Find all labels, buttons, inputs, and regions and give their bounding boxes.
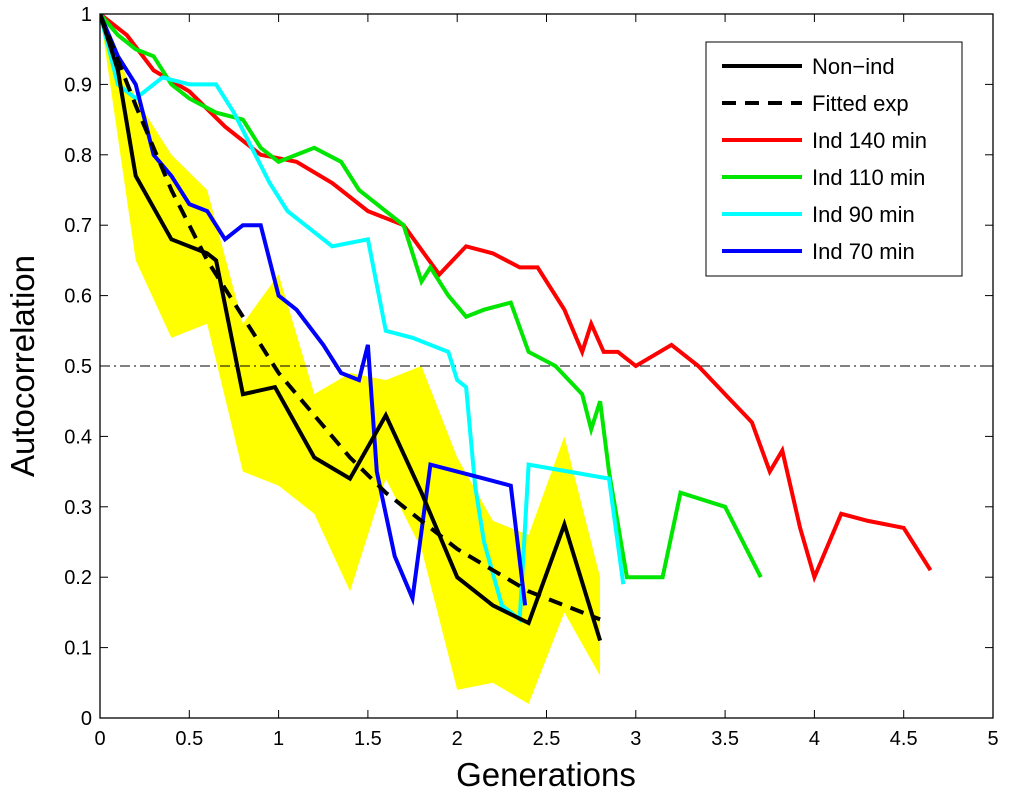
- y-tick-label: 0.3: [64, 497, 92, 519]
- x-tick-label: 4.5: [890, 728, 918, 750]
- x-tick-label: 0.5: [175, 728, 203, 750]
- x-tick-label: 5: [987, 728, 998, 750]
- y-tick-label: 0.1: [64, 638, 92, 660]
- y-tick-label: 1: [81, 4, 92, 26]
- y-tick-label: 0: [81, 708, 92, 730]
- x-tick-label: 2.5: [533, 728, 561, 750]
- y-axis-label: Autocorrelation: [4, 255, 41, 477]
- series-line-non-ind: [100, 14, 603, 642]
- x-axis-label: Generations: [456, 756, 636, 793]
- legend-label-ind-110-min: Ind 110 min: [812, 165, 925, 190]
- legend: Non−ind Fitted exp Ind 140 min Ind 110 min I…: [705, 41, 963, 277]
- legend-label-fitted-exp: Fitted exp: [812, 91, 909, 116]
- legend-label-ind-140-min: Ind 140 min: [812, 128, 927, 153]
- y-tick-label: 0.7: [64, 215, 92, 237]
- x-tick-label: 4: [809, 728, 820, 750]
- legend-label-ind-70-min: Ind 70 min: [812, 239, 915, 264]
- y-tick-label: 0.8: [64, 145, 92, 167]
- legend-label-non-ind: Non−ind: [812, 54, 895, 79]
- x-tick-label: 0: [94, 728, 105, 750]
- x-tick-label: 2: [452, 728, 463, 750]
- y-tick-label: 0.4: [64, 426, 92, 448]
- x-tick-label: 1.5: [354, 728, 382, 750]
- series-line-ind-90-min: [100, 14, 626, 624]
- x-tick-label: 3.5: [711, 728, 739, 750]
- series-line-ind-110-min: [100, 14, 763, 580]
- confidence-band: [100, 14, 601, 704]
- series-line-ind-70-min: [100, 14, 528, 606]
- y-tick-label: 0.9: [64, 74, 92, 96]
- series-line-fitted-exp: [100, 14, 601, 622]
- legend-box: [705, 41, 963, 277]
- legend-label-ind-90-min: Ind 90 min: [812, 202, 915, 227]
- y-tick-label: 0.2: [64, 567, 92, 589]
- x-tick-label: 1: [273, 728, 284, 750]
- x-tick-label: 3: [630, 728, 641, 750]
- y-tick-label: 0.5: [64, 356, 92, 378]
- y-tick-label: 0.6: [64, 286, 92, 308]
